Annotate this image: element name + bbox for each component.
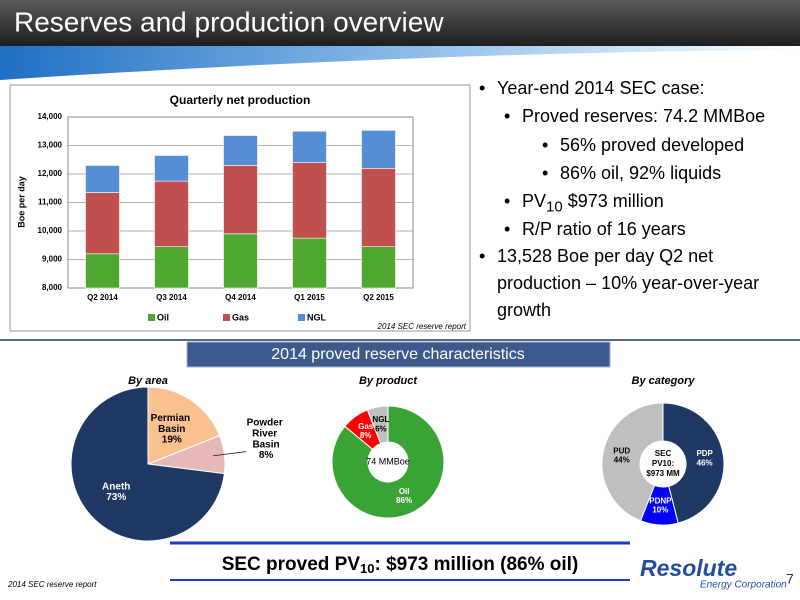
bar-segment — [85, 192, 120, 255]
chart-title: By category — [632, 375, 696, 387]
bar-segment — [292, 162, 327, 239]
slice-value: 46% — [697, 458, 713, 467]
bar-segment — [292, 130, 327, 163]
bar-segment — [154, 180, 189, 247]
slice-value: 44% — [614, 456, 630, 465]
y-tick-label: 13,000 — [38, 141, 63, 150]
text-part: 10 — [360, 561, 374, 576]
slice-label: Permian Basin — [151, 413, 193, 435]
source: 2014 SEC reserve report — [7, 580, 97, 589]
slice — [601, 402, 664, 522]
slice-label: PUD — [613, 447, 630, 456]
title-bar — [0, 0, 800, 46]
legend-label: NGL — [307, 312, 327, 322]
legend-label: Gas — [232, 312, 249, 322]
center-label: 74 MMBoe — [366, 456, 410, 466]
slice — [331, 405, 445, 519]
bullet-text: Year-end 2014 SEC case: — [497, 78, 705, 98]
bar-segment — [85, 253, 120, 289]
slice-label: NGL — [372, 415, 389, 424]
logo-tagline: Energy Corporation — [700, 580, 787, 591]
chart-title: Quarterly net production — [170, 93, 311, 107]
x-tick-label: Q2 2014 — [87, 293, 118, 302]
x-tick-label: Q3 2014 — [156, 293, 187, 302]
slice-value: 73% — [106, 492, 126, 503]
y-tick-label: 10,000 — [38, 226, 63, 235]
slice-label: Oil — [399, 487, 410, 496]
bullet: PV10 $973 million — [504, 188, 790, 221]
bar-segment — [361, 246, 396, 289]
chart-title: By area — [128, 375, 168, 387]
page-number: 7 — [786, 571, 794, 587]
bullet: Proved reserves: 74.2 MMBoe — [504, 103, 790, 130]
slice-label: Gas — [358, 422, 374, 431]
y-tick-label: 11,000 — [38, 198, 63, 207]
bar-segment — [223, 165, 258, 235]
legend-swatch — [148, 314, 155, 321]
x-tick-label: Q1 2015 — [294, 293, 325, 302]
y-tick-label: 8,000 — [42, 283, 63, 292]
bullet: 56% proved developed — [542, 132, 790, 159]
slice-label: Powder River Basin — [247, 417, 286, 450]
logo: Resolute — [640, 555, 737, 581]
text-part: SEC proved PV — [222, 554, 361, 575]
bullet-text: $973 million — [562, 191, 664, 211]
slice — [662, 402, 725, 524]
banner-text: 2014 proved reserve characteristics — [271, 346, 524, 363]
bullet-text: PV — [522, 191, 547, 211]
bar-segment — [154, 246, 189, 289]
leader-line — [212, 451, 247, 457]
y-axis-label: Boe per day — [16, 176, 26, 228]
bullet: 13,528 Boe per day Q2 net production – 1… — [479, 243, 790, 324]
bar-segment — [292, 237, 327, 289]
bar-segment — [154, 155, 189, 182]
center-label: SEC — [655, 449, 672, 458]
swoosh — [0, 46, 800, 80]
bar-segment — [361, 130, 396, 169]
center-label: $973 MM — [646, 469, 680, 478]
slice-value: 19% — [162, 435, 182, 446]
bar-segment — [85, 165, 120, 193]
slice-value: 8% — [360, 431, 372, 440]
bar-segment — [361, 168, 396, 247]
bullet-text: 10 — [546, 198, 563, 216]
bullet: 86% oil, 92% liquids — [542, 160, 790, 187]
center-label: PV10: — [652, 459, 674, 468]
slide-title: Reserves and production overview — [14, 6, 444, 37]
bar-segment — [223, 135, 258, 166]
bullet: R/P ratio of 16 years — [504, 216, 790, 243]
legend-label: Oil — [157, 312, 169, 322]
bullet-text: 13,528 Boe per day Q2 net production – 1… — [497, 246, 760, 320]
summary: SEC proved PV10: $973 million (86% oil) — [222, 554, 579, 576]
slice-value: 6% — [375, 424, 387, 433]
slice-value: 8% — [259, 450, 274, 461]
banner — [186, 341, 611, 368]
slice — [147, 386, 221, 465]
y-tick-label: 14,000 — [38, 112, 63, 121]
x-tick-label: Q4 2014 — [225, 293, 256, 302]
legend-swatch — [298, 314, 305, 321]
legend-swatch — [223, 314, 230, 321]
slice-value: 86% — [396, 496, 412, 505]
bullet: Year-end 2014 SEC case: — [479, 75, 790, 102]
slice — [366, 405, 389, 445]
text-part: : $973 million (86% oil) — [375, 554, 579, 575]
y-tick-label: 12,000 — [38, 169, 63, 178]
bullet-text: 56% proved developed — [560, 135, 745, 155]
bullet-text: R/P ratio of 16 years — [522, 219, 686, 239]
slice-value: 10% — [652, 506, 668, 515]
slice-label: Aneth — [102, 481, 130, 492]
x-tick-label: Q2 2015 — [363, 293, 394, 302]
slice-label: PDP — [696, 449, 713, 458]
slice — [70, 386, 225, 542]
chart-title: By product — [359, 375, 418, 387]
source: 2014 SEC reserve report — [377, 322, 467, 331]
slice-label: PDNP — [649, 497, 672, 506]
bullet-text: Proved reserves: 74.2 MMBoe — [522, 106, 766, 126]
bullet-text: 86% oil, 92% liquids — [560, 163, 722, 183]
y-tick-label: 9,000 — [42, 255, 63, 264]
bar-segment — [223, 233, 258, 289]
